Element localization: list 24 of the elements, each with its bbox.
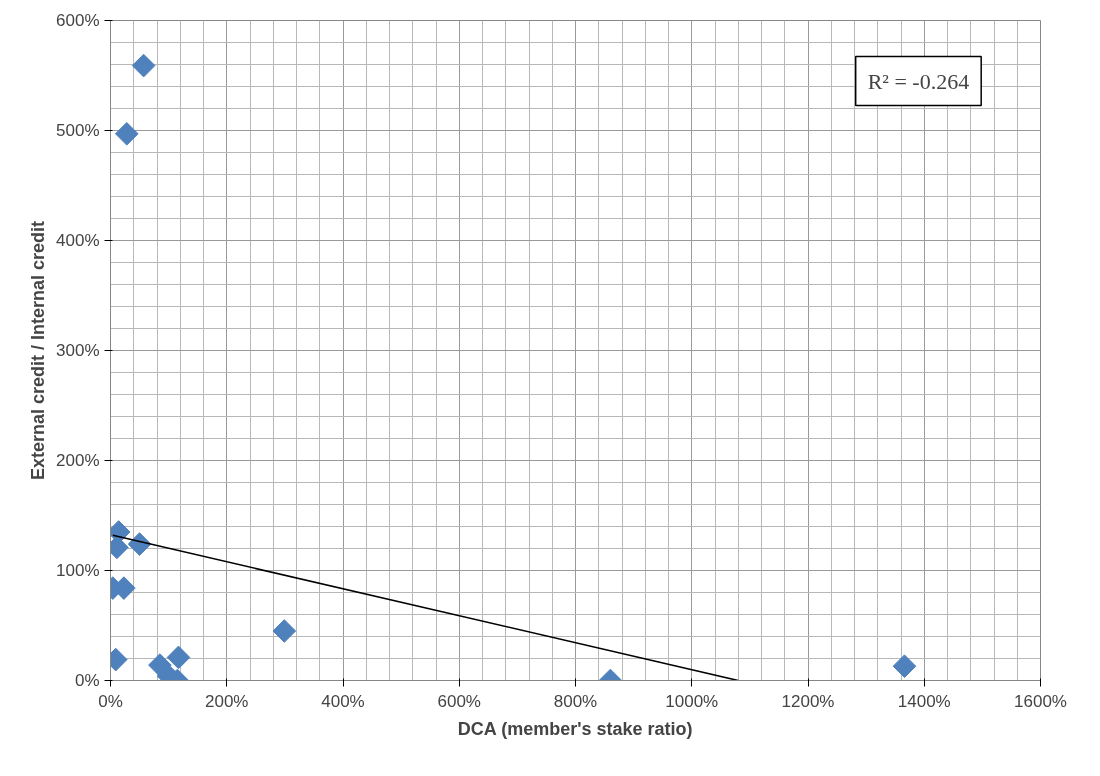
- x-tick-label: 1400%: [897, 691, 951, 711]
- annotation: R² = -0.264: [867, 68, 970, 94]
- point: [131, 53, 156, 78]
- y-tick-label: 500%: [56, 121, 100, 140]
- y-tick-label: 600%: [56, 11, 100, 30]
- x-axis-title: DCA (member's stake ratio): [457, 718, 693, 739]
- x-tick-label: 800%: [553, 691, 598, 711]
- y-tick-label: 300%: [56, 341, 100, 360]
- point: [272, 619, 297, 643]
- x-tick-label: 1000%: [665, 691, 719, 711]
- y-tick-label: 0%: [74, 671, 100, 690]
- x-tick-label: 200%: [205, 691, 249, 711]
- point: [892, 654, 917, 679]
- y-axis-title: External credit / Internal credit: [28, 220, 49, 481]
- x-tick-label: 0%: [98, 691, 123, 711]
- y-tick-label: 200%: [56, 451, 100, 470]
- x-tick-label: 1200%: [781, 691, 835, 711]
- y-tick-label: 100%: [56, 561, 100, 580]
- x-tick-label: 600%: [437, 691, 481, 711]
- point: [166, 645, 191, 670]
- x-tick-label: 1600%: [1014, 691, 1067, 711]
- x-tick-label: 400%: [321, 691, 365, 711]
- y-tick-label: 400%: [56, 231, 100, 250]
- point: [114, 121, 139, 146]
